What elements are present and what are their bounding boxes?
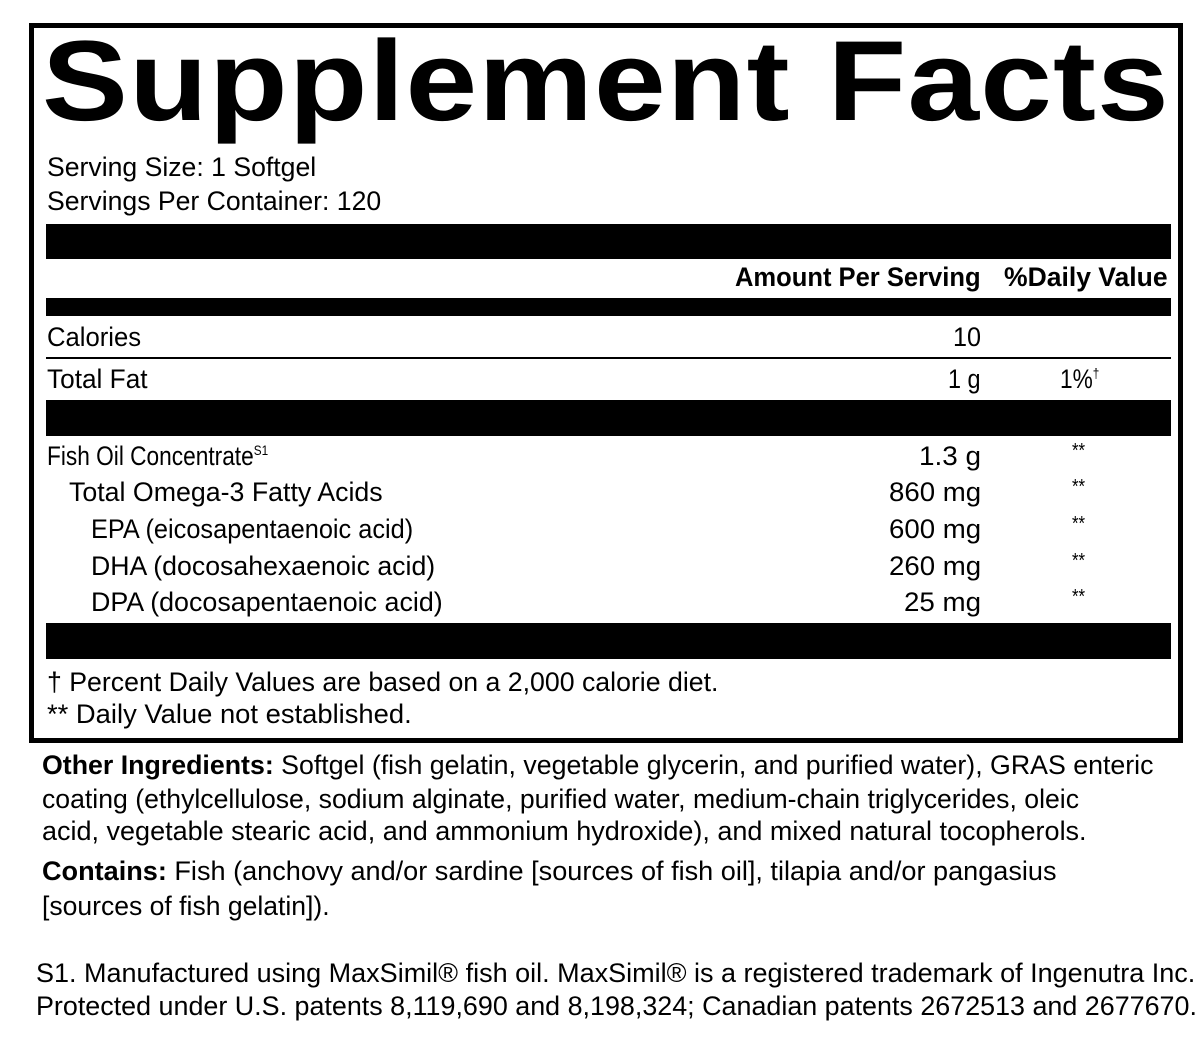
row-amount: 860 mg [888,477,981,507]
amount-header: Amount Per Serving [735,262,981,292]
row-amount: 260 mg [888,551,981,581]
divider-bar [46,623,1171,659]
divider-bar [46,298,1171,316]
row-dv: ** [1072,476,1086,498]
other-ingredients-line: acid, vegetable stearic acid, and ammoni… [42,816,1087,846]
row-dv: ** [1072,440,1086,462]
row-dv: ** [1072,586,1086,608]
s1-note-line: S1. Manufactured using MaxSimil® fish oi… [36,958,1196,988]
other-ingredients-line: Other Ingredients: Softgel (fish gelatin… [42,750,1154,780]
footnote-ref: S1 [253,442,269,458]
row-dv-value: 1% [1060,364,1093,394]
other-ingredients-text: Softgel (fish gelatin, vegetable glyceri… [273,750,1154,780]
row-amount: 10 [952,322,981,352]
row-name: DPA (docosapentaenoic acid) [91,587,443,617]
row-dv: ** [1072,550,1086,572]
panel-title: Supplement Facts [42,18,1170,145]
row-name: DHA (docosahexaenoic acid) [91,551,436,581]
row-name: EPA (eicosapentaenoic acid) [91,514,414,544]
other-ingredients-line: coating (ethylcellulose, sodium alginate… [42,784,1080,814]
row-name-text: Fish Oil Concentrate [47,441,254,471]
row-name: Fish Oil ConcentrateS1 [47,441,268,471]
contains-line: [sources of fish gelatin]). [42,891,330,921]
divider-line [46,357,1171,359]
row-amount: 1 g [948,364,981,394]
dv-header: %Daily Value [1004,262,1168,292]
dagger-mark: † [1092,365,1100,381]
contains-label: Contains: [42,856,167,886]
contains-text: Fish (anchovy and/or sardine [sources of… [166,856,1057,886]
supplement-facts-panel [29,23,1183,743]
row-amount: 1.3 g [918,441,981,471]
row-name: Total Omega-3 Fatty Acids [69,477,383,507]
servings-per-container: Servings Per Container: 120 [47,186,382,216]
footnote-not-established: ** Daily Value not established. [47,699,412,729]
row-dv: ** [1072,513,1086,535]
row-name: Total Fat [47,364,148,394]
row-amount: 600 mg [888,514,981,544]
s1-note-line: Protected under U.S. patents 8,119,690 a… [36,991,1197,1021]
row-name: Calories [47,322,142,352]
row-amount: 25 mg [903,587,981,617]
other-ingredients-label: Other Ingredients: [42,750,274,780]
footnote-dv: † Percent Daily Values are based on a 2,… [47,667,719,697]
serving-size: Serving Size: 1 Softgel [47,152,317,182]
row-dv: 1%† [1060,364,1099,394]
divider-bar [46,400,1171,436]
divider-bar [46,224,1171,259]
contains-line: Contains: Fish (anchovy and/or sardine [… [42,856,1056,886]
